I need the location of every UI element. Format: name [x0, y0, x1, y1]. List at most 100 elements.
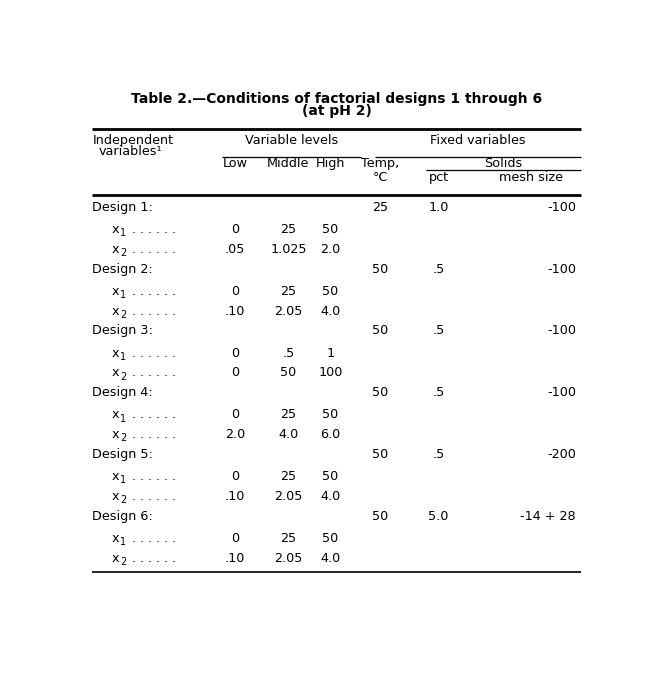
Text: 4.0: 4.0 [278, 428, 298, 441]
Text: 50: 50 [323, 470, 339, 483]
Text: 0: 0 [231, 285, 239, 298]
Text: . . . . . .: . . . . . . [129, 532, 177, 545]
Text: 25: 25 [281, 532, 296, 545]
Text: 1: 1 [120, 475, 126, 485]
Text: 2.0: 2.0 [225, 428, 245, 441]
Text: Design 1:: Design 1: [92, 201, 153, 214]
Text: . . . . . .: . . . . . . [129, 346, 177, 360]
Text: -14 + 28: -14 + 28 [520, 510, 576, 522]
Text: x: x [112, 428, 119, 441]
Text: 2: 2 [120, 557, 127, 567]
Text: . . . . . .: . . . . . . [129, 428, 177, 441]
Text: mesh size: mesh size [499, 171, 564, 185]
Text: 25: 25 [372, 201, 388, 214]
Text: 1.0: 1.0 [428, 201, 449, 214]
Text: Design 2:: Design 2: [92, 263, 153, 276]
Text: -200: -200 [547, 448, 576, 461]
Text: 1: 1 [120, 352, 126, 362]
Text: Design 6:: Design 6: [92, 510, 153, 522]
Text: Temp,: Temp, [361, 158, 399, 171]
Text: 4.0: 4.0 [321, 305, 341, 317]
Text: 1.025: 1.025 [270, 243, 307, 256]
Text: Design 3:: Design 3: [92, 324, 153, 338]
Text: 1: 1 [327, 346, 334, 360]
Text: x: x [112, 223, 119, 236]
Text: 50: 50 [281, 367, 296, 379]
Text: . . . . . .: . . . . . . [129, 470, 177, 483]
Text: 2.05: 2.05 [274, 490, 302, 503]
Text: 50: 50 [323, 285, 339, 298]
Text: (at pH 2): (at pH 2) [302, 104, 372, 118]
Text: Design 4:: Design 4: [92, 386, 153, 399]
Text: . . . . . .: . . . . . . [129, 243, 177, 256]
Text: Independent: Independent [92, 133, 173, 146]
Text: 0: 0 [231, 223, 239, 236]
Text: .5: .5 [432, 448, 445, 461]
Text: x: x [112, 367, 119, 379]
Text: .5: .5 [432, 324, 445, 338]
Text: Table 2.—Conditions of factorial designs 1 through 6: Table 2.—Conditions of factorial designs… [131, 92, 542, 106]
Text: 100: 100 [319, 367, 343, 379]
Text: x: x [112, 243, 119, 256]
Text: 0: 0 [231, 367, 239, 379]
Text: 2: 2 [120, 433, 127, 443]
Text: 2: 2 [120, 310, 127, 319]
Text: High: High [316, 158, 346, 171]
Text: x: x [112, 408, 119, 421]
Text: . . . . . .: . . . . . . [129, 367, 177, 379]
Text: 50: 50 [323, 223, 339, 236]
Text: 2: 2 [120, 495, 127, 505]
Text: Design 5:: Design 5: [92, 448, 153, 461]
Text: 50: 50 [372, 324, 388, 338]
Text: 2.05: 2.05 [274, 551, 302, 565]
Text: .10: .10 [225, 490, 245, 503]
Text: 6.0: 6.0 [321, 428, 341, 441]
Text: Middle: Middle [267, 158, 309, 171]
Text: x: x [112, 490, 119, 503]
Text: 50: 50 [323, 408, 339, 421]
Text: x: x [112, 305, 119, 317]
Text: 50: 50 [372, 510, 388, 522]
Text: 0: 0 [231, 408, 239, 421]
Text: 2.0: 2.0 [321, 243, 341, 256]
Text: 4.0: 4.0 [321, 490, 341, 503]
Text: Low: Low [222, 158, 248, 171]
Text: .05: .05 [225, 243, 245, 256]
Text: . . . . . .: . . . . . . [129, 305, 177, 317]
Text: . . . . . .: . . . . . . [129, 285, 177, 298]
Text: 4.0: 4.0 [321, 551, 341, 565]
Text: 25: 25 [281, 285, 296, 298]
Text: x: x [112, 470, 119, 483]
Text: . . . . . .: . . . . . . [129, 223, 177, 236]
Text: 25: 25 [281, 470, 296, 483]
Text: -100: -100 [547, 324, 576, 338]
Text: 50: 50 [323, 532, 339, 545]
Text: -100: -100 [547, 201, 576, 214]
Text: x: x [112, 532, 119, 545]
Text: 1: 1 [120, 290, 126, 300]
Text: .5: .5 [432, 263, 445, 276]
Text: 25: 25 [281, 408, 296, 421]
Text: .10: .10 [225, 551, 245, 565]
Text: 2: 2 [120, 371, 127, 381]
Text: 1: 1 [120, 414, 126, 423]
Text: 2.05: 2.05 [274, 305, 302, 317]
Text: 0: 0 [231, 346, 239, 360]
Text: pct: pct [428, 171, 449, 185]
Text: . . . . . .: . . . . . . [129, 408, 177, 421]
Text: 2: 2 [120, 248, 127, 258]
Text: .10: .10 [225, 305, 245, 317]
Text: 0: 0 [231, 532, 239, 545]
Text: . . . . . .: . . . . . . [129, 490, 177, 503]
Text: 1: 1 [120, 228, 126, 239]
Text: x: x [112, 551, 119, 565]
Text: Solids: Solids [484, 158, 522, 171]
Text: 5.0: 5.0 [428, 510, 449, 522]
Text: 25: 25 [281, 223, 296, 236]
Text: 1: 1 [120, 537, 126, 547]
Text: 50: 50 [372, 263, 388, 276]
Text: .5: .5 [432, 386, 445, 399]
Text: 50: 50 [372, 448, 388, 461]
Text: .5: .5 [283, 346, 294, 360]
Text: °C: °C [373, 171, 388, 185]
